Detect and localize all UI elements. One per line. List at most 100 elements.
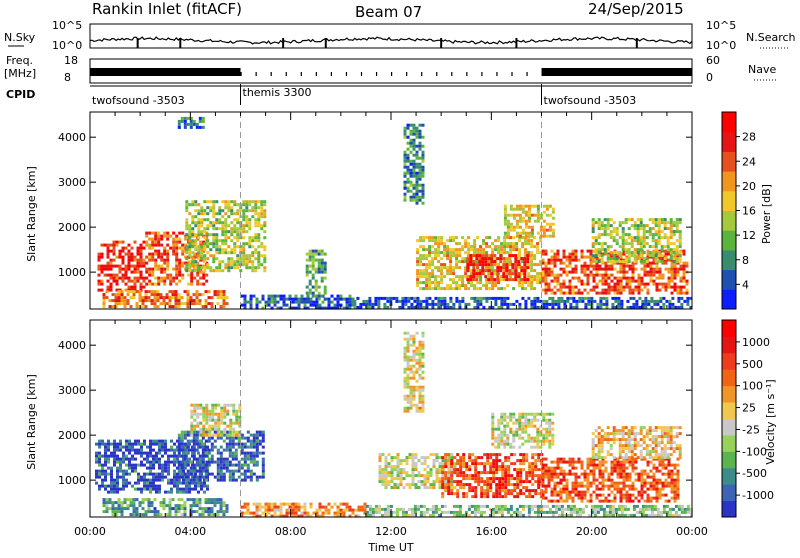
power-cell — [260, 203, 263, 206]
power-cell — [584, 271, 587, 274]
power-cell — [647, 265, 650, 268]
velocity-cell — [624, 505, 627, 508]
velocity-cell — [594, 508, 597, 511]
power-cell — [434, 242, 437, 245]
power-cell — [191, 215, 194, 218]
power-cell — [107, 268, 110, 271]
velocity-cell — [259, 509, 262, 512]
velocity-cell — [173, 464, 176, 467]
power-cell — [640, 236, 643, 239]
power-cell — [154, 244, 157, 247]
velocity-cell — [190, 410, 193, 413]
power-cell — [476, 266, 479, 269]
power-cell — [531, 226, 534, 229]
power-cell — [253, 295, 256, 298]
power-cell — [674, 265, 677, 268]
power-cell — [623, 271, 626, 274]
power-cell — [467, 245, 470, 248]
power-cell — [233, 218, 236, 221]
power-cell — [184, 123, 187, 126]
power-cell — [473, 300, 476, 303]
power-cell — [552, 223, 555, 226]
power-cell — [506, 303, 509, 306]
power-cell — [416, 181, 419, 184]
power-cell — [578, 289, 581, 292]
velocity-cell — [167, 464, 170, 467]
velocity-cell — [462, 453, 465, 456]
velocity-cell — [178, 443, 181, 446]
power-cell — [598, 233, 601, 236]
velocity-cell — [244, 455, 247, 458]
velocity-cell — [175, 513, 178, 516]
power-cell — [487, 266, 490, 269]
velocity-cell — [409, 474, 412, 477]
velocity-cell — [388, 465, 391, 468]
power-cell — [318, 253, 321, 256]
power-cell — [274, 304, 277, 307]
velocity-cell — [247, 440, 250, 443]
velocity-cell — [211, 404, 214, 407]
velocity-cell — [393, 511, 396, 514]
velocity-cell — [226, 504, 229, 507]
velocity-cell — [107, 449, 110, 452]
power-cell — [476, 287, 479, 290]
power-cell — [542, 289, 545, 292]
power-cell — [136, 305, 139, 308]
power-cell — [428, 278, 431, 281]
velocity-cell — [253, 434, 256, 437]
power-cell — [116, 256, 119, 259]
power-cell — [410, 297, 413, 300]
velocity-cell — [202, 407, 205, 410]
power-cell — [608, 277, 611, 280]
power-cell — [224, 230, 227, 233]
velocity-cell — [391, 459, 394, 462]
power-cell — [487, 278, 490, 281]
power-cell — [260, 263, 263, 266]
velocity-cell — [112, 510, 115, 513]
nave-tick-top: 60 — [706, 54, 720, 67]
power-cell — [526, 254, 529, 257]
power-cell — [251, 245, 254, 248]
velocity-cell — [155, 476, 158, 479]
power-cell — [525, 223, 528, 226]
power-cell — [596, 306, 599, 309]
velocity-cell — [438, 508, 441, 511]
velocity-cell — [394, 468, 397, 471]
velocity-cell — [433, 453, 436, 456]
velocity-cell — [256, 479, 259, 482]
power-cell — [197, 203, 200, 206]
power-cell — [248, 236, 251, 239]
power-cell — [658, 251, 661, 254]
power-cell — [662, 306, 665, 309]
power-cell — [514, 272, 517, 275]
nsearch-tick-bottom: 10^0 — [706, 39, 736, 52]
power-cell — [650, 268, 653, 271]
velocity-cell — [205, 422, 208, 425]
velocity-cell — [214, 476, 217, 479]
velocity-cell — [441, 465, 444, 468]
power-colorbar-swatch — [722, 230, 736, 250]
power-cell — [649, 245, 652, 248]
power-cell — [679, 239, 682, 242]
power-cell — [566, 274, 569, 277]
power-cell — [670, 251, 673, 254]
velocity-cell — [256, 434, 259, 437]
velocity-cell — [424, 468, 427, 471]
power-cell — [260, 242, 263, 245]
velocity-cell — [142, 513, 145, 516]
power-cell — [103, 305, 106, 308]
power-cell — [254, 221, 257, 224]
station-title: Rankin Inlet (fitACF) — [92, 0, 242, 18]
power-cell — [640, 224, 643, 227]
velocity-cell — [199, 446, 202, 449]
velocity-cell — [262, 473, 265, 476]
velocity-cell — [444, 453, 447, 456]
power-cell — [151, 299, 154, 302]
power-cell — [551, 303, 554, 306]
power-cell — [428, 297, 431, 300]
power-cell — [191, 251, 194, 254]
velocity-cell — [432, 514, 435, 517]
velocity-cell — [379, 480, 382, 483]
power-cell — [157, 299, 160, 302]
power-cell — [598, 218, 601, 221]
